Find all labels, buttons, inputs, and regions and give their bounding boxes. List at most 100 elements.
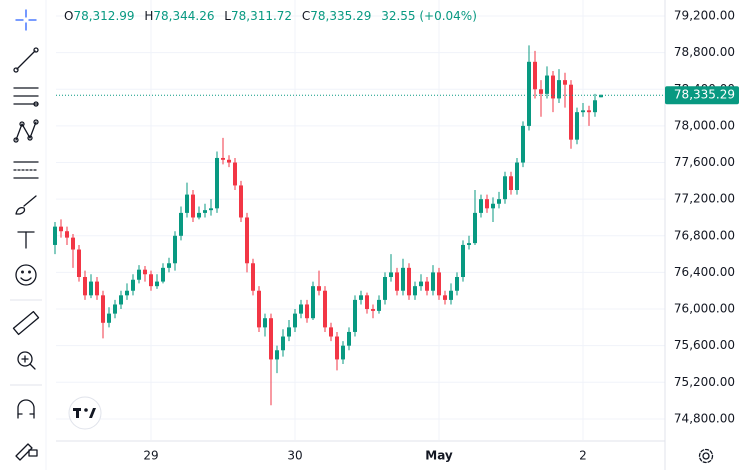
- candle-body: [143, 269, 147, 275]
- text-tool[interactable]: [17, 231, 35, 249]
- lock-draw-tool[interactable]: [15, 443, 38, 461]
- candle-body: [509, 176, 513, 191]
- candle-body: [245, 217, 249, 264]
- candle-body: [119, 295, 123, 305]
- candle-body: [209, 208, 213, 211]
- candle-body: [389, 272, 393, 278]
- trend-line-tool[interactable]: [13, 47, 39, 73]
- close-prefix: C: [302, 9, 310, 23]
- candle-body: [221, 157, 225, 160]
- candle-body: [149, 274, 153, 287]
- candle-body: [341, 345, 345, 360]
- candle-body: [293, 313, 297, 328]
- candle-body: [191, 194, 195, 218]
- candle-body: [179, 212, 183, 236]
- y-tick-label: 74,800.00: [674, 411, 735, 425]
- candle-body: [233, 162, 237, 186]
- y-tick-label: 76,400.00: [674, 265, 735, 279]
- candle-body: [497, 199, 501, 204]
- last-price-tag: [665, 86, 739, 105]
- close-value: 78,335.29: [310, 9, 371, 23]
- candle-body: [251, 263, 255, 291]
- x-tick-label: May: [425, 449, 453, 463]
- candle-body: [575, 112, 579, 140]
- tradingview-logo[interactable]: [68, 396, 102, 430]
- x-tick-label: 29: [143, 449, 158, 463]
- candle-body: [347, 331, 351, 346]
- candle-body: [161, 267, 165, 282]
- candle-body: [101, 295, 105, 323]
- candle-body: [425, 281, 429, 291]
- candle-body: [71, 237, 75, 250]
- candle-body: [335, 336, 339, 360]
- candle-body: [215, 157, 219, 209]
- candle-body: [299, 304, 303, 314]
- pattern-tool[interactable]: [13, 119, 39, 143]
- candle-body: [365, 295, 369, 310]
- candle-body: [125, 290, 129, 296]
- candle-body: [323, 290, 327, 328]
- candle-body: [167, 263, 171, 268]
- y-tick-label: 78,000.00: [674, 118, 735, 132]
- candle-body: [473, 212, 477, 244]
- candle-body: [503, 176, 507, 200]
- y-tick-label: 75,600.00: [674, 338, 735, 352]
- candle-body: [587, 110, 591, 113]
- candle-body: [461, 244, 465, 278]
- candle-body: [545, 75, 549, 94]
- candle-body: [131, 279, 135, 291]
- candle-body: [155, 281, 159, 287]
- crosshair-tool[interactable]: [15, 9, 37, 31]
- y-tick-label: 76,000.00: [674, 302, 735, 316]
- candle-body: [173, 235, 177, 264]
- plot-area: [53, 45, 603, 406]
- open-value: 78,312.99: [73, 9, 134, 23]
- candle-body: [329, 327, 333, 337]
- candle-body: [371, 309, 375, 311]
- candle-body: [479, 199, 483, 213]
- prediction-tool[interactable]: [13, 161, 39, 179]
- candle-body: [257, 290, 261, 328]
- low-value: 78,311.72: [231, 9, 292, 23]
- candle-body: [185, 194, 189, 213]
- ruler-tool[interactable]: [12, 310, 40, 336]
- brush-tool[interactable]: [15, 195, 37, 215]
- y-tick-label: 78,800.00: [674, 45, 735, 59]
- candle-body: [533, 61, 537, 90]
- candle-body: [569, 84, 573, 140]
- fib-tool[interactable]: [13, 87, 39, 107]
- zoom-tool[interactable]: [17, 351, 36, 370]
- candle-body: [413, 286, 417, 296]
- candle-body: [65, 231, 69, 238]
- candle-body: [263, 318, 267, 328]
- candle-body: [305, 304, 309, 319]
- candle-body: [317, 286, 321, 291]
- change-value: 32.55 (+0.04%): [381, 9, 477, 23]
- high-value: 78,344.26: [153, 9, 214, 23]
- candle-body: [449, 290, 453, 300]
- candle-body: [515, 162, 519, 191]
- emoji-tool[interactable]: [15, 264, 37, 286]
- candle-body: [431, 272, 435, 291]
- magnet-tool[interactable]: [17, 399, 35, 419]
- candle-body: [203, 210, 207, 213]
- candle-body: [527, 61, 531, 126]
- x-tick-label: 30: [287, 449, 302, 463]
- candle-body: [521, 125, 525, 163]
- candle-body: [557, 80, 561, 99]
- candle-body: [563, 80, 567, 85]
- candle-body: [419, 281, 423, 287]
- candle-body: [437, 272, 441, 296]
- settings-button[interactable]: [698, 448, 714, 464]
- grid: [56, 0, 665, 440]
- candle-body: [593, 100, 597, 113]
- toolbar: [10, 9, 714, 464]
- y-tick-label: 77,200.00: [674, 192, 735, 206]
- candle-body: [77, 249, 81, 278]
- candle-body: [485, 199, 489, 209]
- candle-body: [269, 318, 273, 360]
- low-prefix: L: [224, 9, 231, 23]
- candle-body: [401, 267, 405, 291]
- candle-body: [59, 226, 63, 232]
